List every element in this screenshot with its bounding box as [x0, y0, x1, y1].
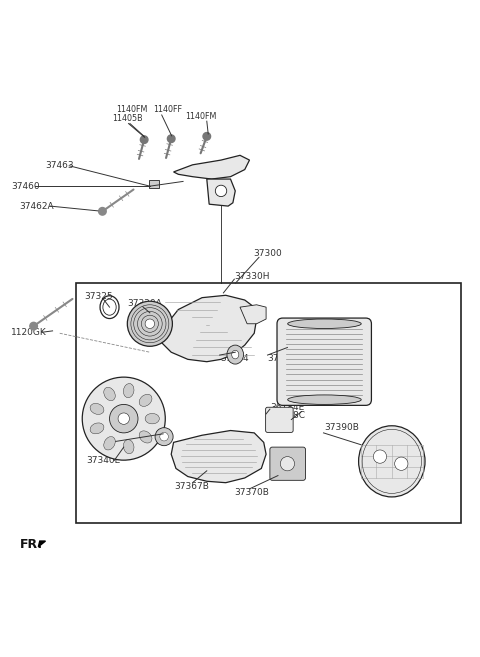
- Text: 1140FM: 1140FM: [117, 105, 148, 114]
- Text: 37350: 37350: [267, 354, 296, 363]
- Text: 11405B: 11405B: [112, 114, 143, 123]
- Ellipse shape: [90, 403, 104, 415]
- Text: 37367B: 37367B: [175, 482, 209, 491]
- Ellipse shape: [359, 426, 425, 497]
- Circle shape: [373, 450, 386, 463]
- Polygon shape: [159, 295, 257, 362]
- Polygon shape: [207, 179, 235, 206]
- Circle shape: [395, 457, 408, 470]
- Ellipse shape: [127, 301, 172, 346]
- Ellipse shape: [160, 432, 168, 441]
- Ellipse shape: [123, 384, 134, 397]
- Text: 37325: 37325: [84, 292, 113, 301]
- Ellipse shape: [288, 319, 361, 328]
- Text: 36184E: 36184E: [270, 403, 304, 412]
- Text: 37334: 37334: [220, 354, 249, 363]
- Circle shape: [140, 136, 148, 143]
- Ellipse shape: [227, 345, 243, 364]
- Polygon shape: [171, 430, 266, 483]
- Text: FR.: FR.: [19, 538, 43, 551]
- Bar: [76, 283, 461, 523]
- Text: 37390B: 37390B: [324, 422, 360, 432]
- Text: 37342: 37342: [116, 443, 144, 453]
- Ellipse shape: [123, 440, 134, 454]
- Text: 37330H: 37330H: [234, 272, 270, 281]
- Text: 37460: 37460: [12, 182, 40, 191]
- Polygon shape: [38, 541, 46, 547]
- Text: 1140FF: 1140FF: [153, 105, 182, 114]
- Text: 37340E: 37340E: [86, 456, 120, 465]
- Ellipse shape: [139, 394, 152, 407]
- Ellipse shape: [104, 387, 115, 401]
- Text: 37370B: 37370B: [234, 488, 269, 497]
- Ellipse shape: [145, 319, 155, 328]
- FancyBboxPatch shape: [270, 447, 305, 480]
- Polygon shape: [174, 155, 250, 179]
- Circle shape: [168, 135, 175, 143]
- Ellipse shape: [232, 350, 239, 359]
- Circle shape: [280, 457, 295, 471]
- Circle shape: [98, 208, 106, 215]
- Text: 37462A: 37462A: [19, 202, 54, 211]
- Circle shape: [109, 405, 138, 433]
- Ellipse shape: [139, 431, 152, 443]
- Text: 37338C: 37338C: [270, 411, 305, 420]
- Polygon shape: [240, 305, 266, 324]
- Ellipse shape: [145, 413, 159, 424]
- FancyBboxPatch shape: [265, 407, 293, 432]
- Bar: [149, 180, 159, 188]
- Circle shape: [216, 185, 227, 196]
- Text: 37320A: 37320A: [128, 299, 162, 308]
- Circle shape: [30, 323, 37, 330]
- Text: 37300: 37300: [253, 249, 282, 258]
- Text: 37463: 37463: [46, 161, 74, 170]
- Text: 1120GK: 1120GK: [12, 328, 47, 337]
- Circle shape: [203, 133, 211, 140]
- Ellipse shape: [90, 423, 104, 434]
- Ellipse shape: [104, 437, 115, 450]
- Ellipse shape: [288, 395, 361, 405]
- Ellipse shape: [82, 377, 165, 460]
- Text: 1140FM: 1140FM: [185, 112, 217, 121]
- FancyBboxPatch shape: [277, 318, 372, 405]
- Circle shape: [118, 413, 130, 424]
- Ellipse shape: [155, 428, 173, 445]
